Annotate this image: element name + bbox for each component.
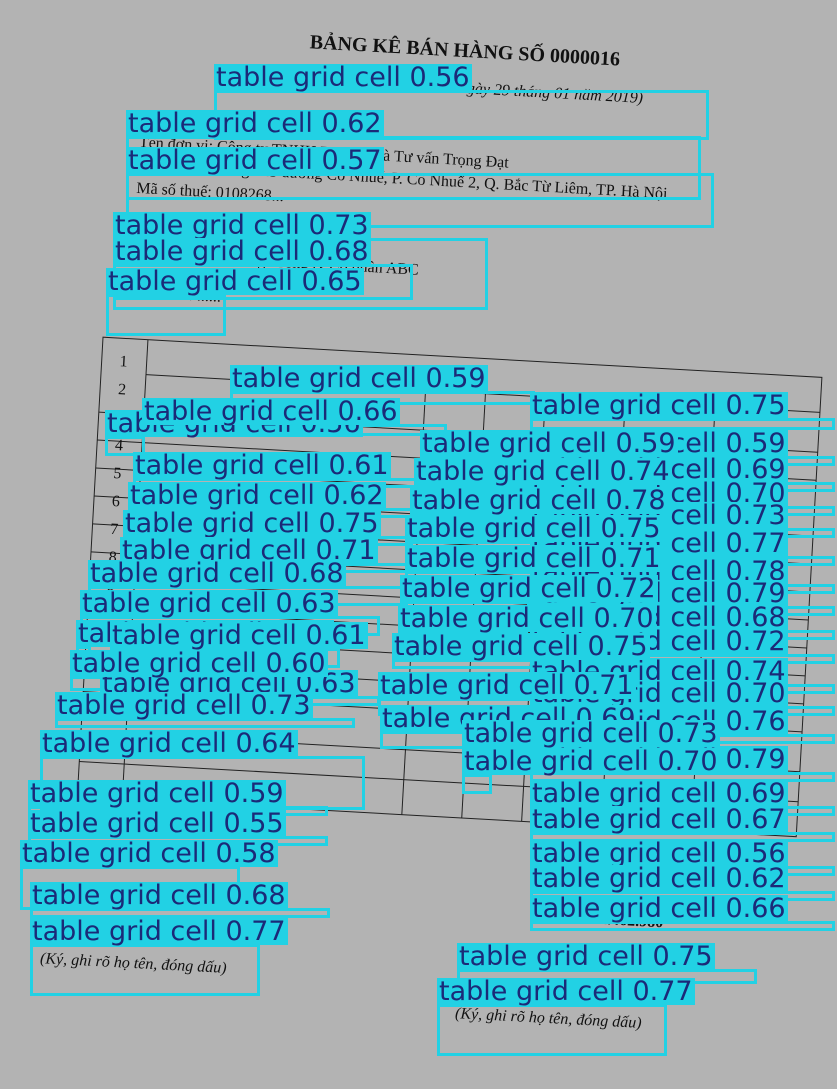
detection-label: table grid cell 0.62 [126, 108, 384, 139]
detection-box [126, 173, 714, 228]
detection-box [530, 921, 835, 931]
detection-label: table grid cell 0.62 [128, 480, 386, 511]
row-number: 7 [109, 520, 119, 539]
detection-label: table grid cell 0.77 [437, 976, 695, 1007]
detection-label: table grid cell 0.55 [28, 808, 286, 839]
detection-label: table grid cell 0.70 [462, 746, 720, 777]
detection-label: table grid cell 0.75 [457, 941, 715, 972]
detection-label: table grid cell 0.75 [405, 513, 663, 544]
detection-label: table grid cell 0.57 [126, 145, 384, 176]
detection-label: table grid cell 0.59 [230, 363, 488, 394]
detection-label: table grid cell 0.72 [400, 573, 658, 604]
detection-box [462, 774, 492, 794]
detection-label: table grid cell 0.68 [88, 558, 346, 589]
detection-label: table grid cell 0.59 [420, 428, 678, 459]
detection-label: table grid cell 0.58 [20, 838, 278, 869]
detection-label: table grid cell 0.68 [113, 236, 371, 267]
detection-box [106, 294, 226, 336]
detection-label: table grid cell 0.75 [530, 390, 788, 421]
detection-label: table grid cell 0.64 [40, 728, 298, 759]
detection-label: table grid cell 0.59 [28, 778, 286, 809]
detection-label: table grid cell 0.62 [530, 863, 788, 894]
detection-label: table grid cell 0.68 [30, 880, 288, 911]
detection-label: table grid cell 0.63 [80, 588, 338, 619]
detection-label: table grid cell 0.71 [405, 543, 663, 574]
detection-label: table grid cell 0.73 [113, 210, 371, 241]
detection-box [437, 1004, 667, 1056]
detection-label: table grid cell 0.66 [530, 893, 788, 924]
detection-label: table grid cell 0.71 [378, 670, 636, 701]
detection-label: table grid cell 0.77 [30, 916, 288, 947]
detection-label: table grid cell 0.56 [530, 838, 788, 869]
detection-label: table grid cell 0.73 [462, 718, 720, 749]
row-number: 6 [111, 492, 121, 511]
detection-label: table grid cell 0.66 [142, 396, 400, 427]
detection-label: table grid cell 0.56 [214, 62, 472, 93]
detection-label: table grid cell 0.61 [110, 620, 368, 651]
detection-label: table grid cell 0.65 [106, 266, 364, 297]
detection-label: table grid cell 0.70 [398, 603, 656, 634]
detection-box [55, 718, 355, 728]
detection-label: table grid cell 0.75 [392, 631, 650, 662]
detection-box [105, 436, 145, 456]
detection-box [30, 944, 260, 996]
detection-label: table grid cell 0.75 [123, 508, 381, 539]
detection-label: table grid cell 0.72 [530, 626, 788, 657]
detection-label: table grid cell 0.71 [120, 535, 378, 566]
screenshot: BẢNG KÊ BÁN HÀNG SỐ 0000016 (kèm theo hó… [20, 31, 835, 1056]
row-number: 1 [119, 353, 129, 371]
detection-label: table grid cell 0.61 [133, 450, 391, 481]
detection-box [530, 418, 835, 430]
detection-label: table grid cell 0.69 [530, 778, 788, 809]
row-number: 2 [117, 381, 127, 399]
detection-label: table grid cell 0.78 [410, 485, 668, 516]
detection-label: table grid cell 0.73 [55, 690, 313, 721]
detection-box [30, 908, 330, 918]
detection-label: table grid cell 0.60 [70, 648, 328, 679]
detection-label: table grid cell 0.67 [530, 804, 788, 835]
detection-label: table grid cell 0.74 [414, 456, 672, 487]
row-number: 5 [112, 465, 122, 483]
